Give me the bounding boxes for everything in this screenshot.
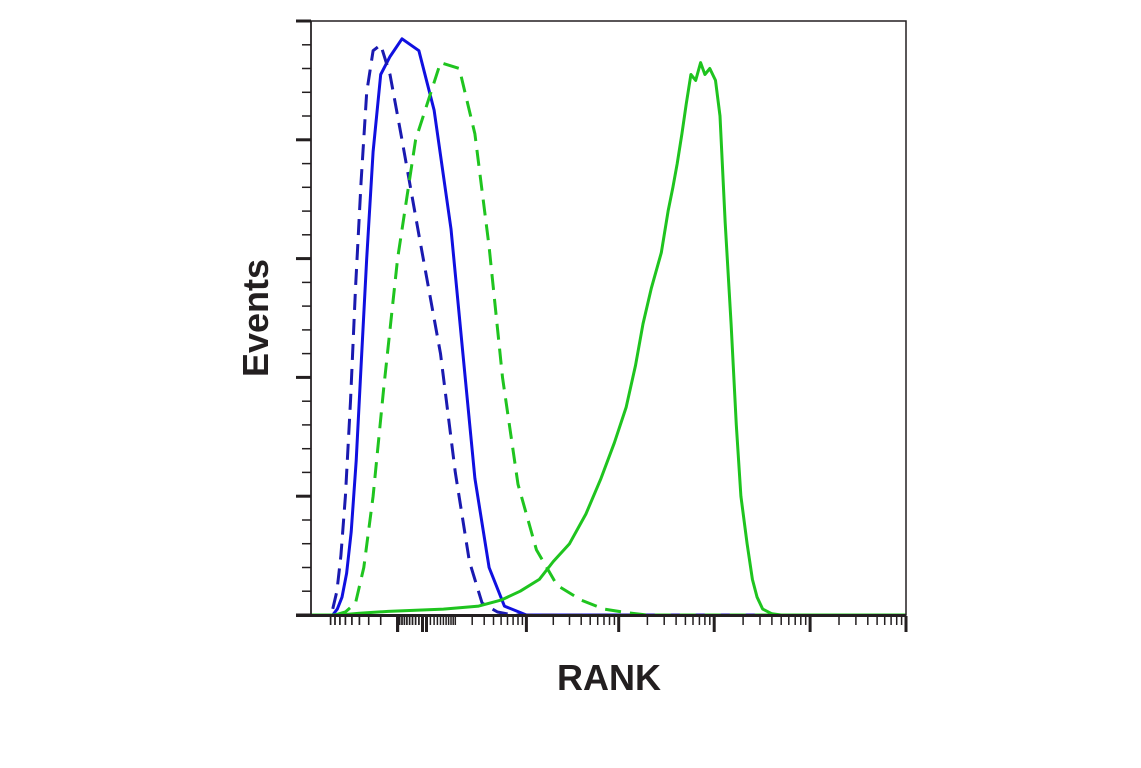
series-line-4	[311, 61, 906, 617]
series-line-3	[311, 61, 906, 617]
axis-ticks	[296, 19, 908, 632]
series-line-1	[311, 37, 906, 617]
plot-frame	[310, 20, 907, 616]
series-layer	[311, 37, 906, 617]
y-axis-title: Events	[235, 259, 276, 377]
x-axis-title: RANK	[557, 657, 661, 698]
series-line-2	[311, 43, 906, 617]
